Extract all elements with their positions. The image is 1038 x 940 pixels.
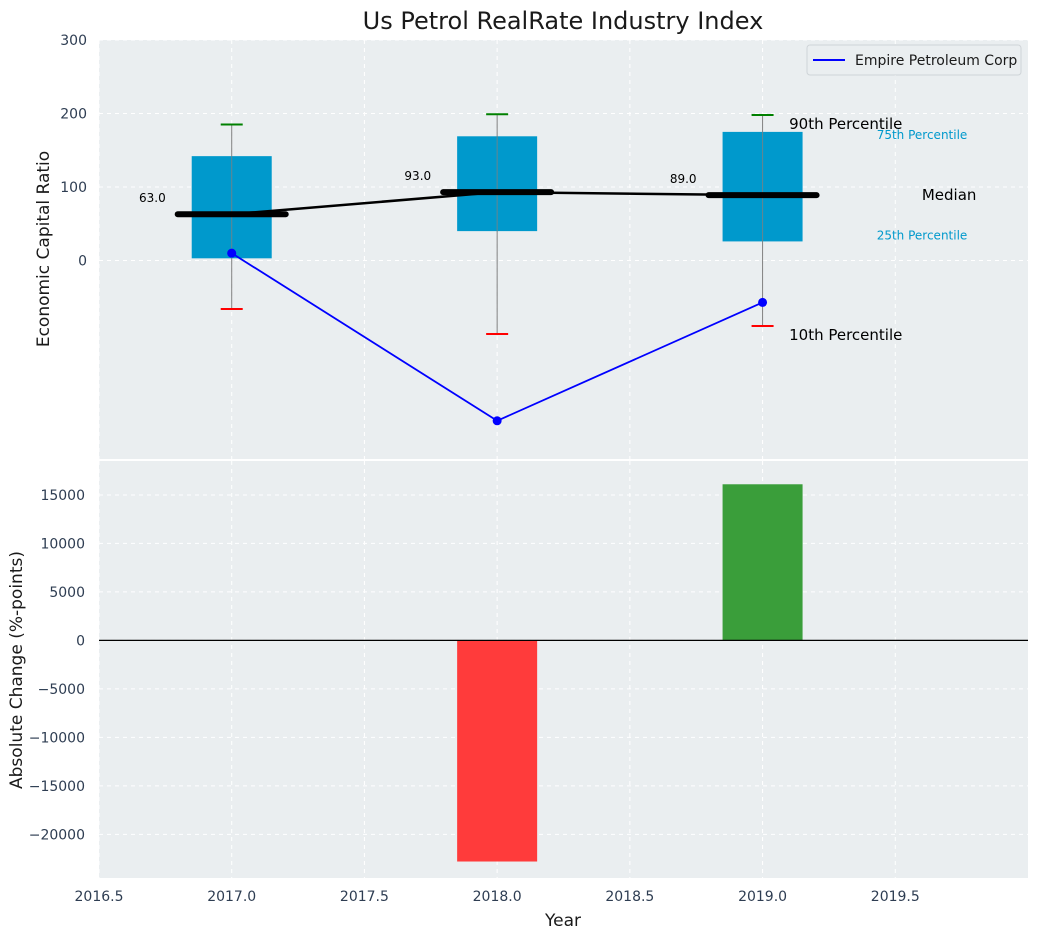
company-point xyxy=(227,248,237,258)
legend-box xyxy=(806,44,1022,76)
x-tick-labels: 2016.5 2017.0 2017.5 2018.0 2018.5 2019.0 2019… xyxy=(75,889,920,905)
median-value-label: 89.0 xyxy=(670,172,697,186)
bottom-y-tick-label: −15000 xyxy=(29,779,85,795)
bar-positive xyxy=(722,484,803,641)
median-trend-line xyxy=(231,190,763,216)
bottom-y-tick-label: 5000 xyxy=(49,585,85,601)
bottom-y-tick-label: −5000 xyxy=(38,682,85,698)
legend: Empire Petroleum Corp xyxy=(806,44,1022,76)
change-bars xyxy=(457,484,803,862)
bottom-plot-background xyxy=(99,461,1028,878)
bar-negative xyxy=(457,640,538,862)
median-value-label: 93.0 xyxy=(404,169,431,183)
bottom-y-tick-label: −10000 xyxy=(29,730,85,746)
top-y-tick-label: 0 xyxy=(78,254,87,270)
top-y-tick-label: 300 xyxy=(60,33,87,49)
median-value-label: 63.0 xyxy=(139,191,166,205)
label-25th-percentile: 25th Percentile xyxy=(877,228,968,242)
company-series-group xyxy=(227,248,768,426)
bottom-y-tick-labels: −20000 −15000 −10000 −5000 0 5000 10000 15000 xyxy=(29,488,85,843)
x-tick-label: 2019.5 xyxy=(871,889,920,905)
company-point xyxy=(492,416,502,426)
bottom-y-tick-label: 0 xyxy=(76,633,85,649)
top-panel: 0 100 200 300 63.0 93.0 89.0 90th Percentile7… xyxy=(34,7,1028,459)
x-axis-title: Year xyxy=(544,911,581,931)
box-plot-group xyxy=(174,113,820,336)
x-tick-label: 2016.5 xyxy=(75,889,124,905)
label-median: Median xyxy=(922,186,977,204)
bottom-y-tick-label: 10000 xyxy=(40,536,85,552)
median-value-labels: 63.0 93.0 89.0 xyxy=(139,169,697,205)
label-90th-percentile: 90th Percentile xyxy=(789,115,902,133)
x-tick-label: 2019.0 xyxy=(738,889,787,905)
label-10th-percentile: 10th Percentile xyxy=(789,326,902,344)
bottom-y-tick-label: −20000 xyxy=(29,827,85,843)
label-75th-percentile: 75th Percentile xyxy=(877,128,968,142)
top-y-tick-labels: 0 100 200 300 xyxy=(60,33,87,270)
bottom-panel: −20000 −15000 −10000 −5000 0 5000 10000 15000 2… xyxy=(7,461,1028,931)
x-tick-label: 2018.5 xyxy=(605,889,654,905)
top-y-tick-label: 100 xyxy=(60,180,87,196)
x-tick-label: 2017.0 xyxy=(207,889,256,905)
company-point xyxy=(758,297,768,307)
median-trend-group xyxy=(231,190,763,216)
legend-entry-empire-petroleum: Empire Petroleum Corp xyxy=(855,53,1017,69)
x-tick-label: 2017.5 xyxy=(340,889,389,905)
chart-title: Us Petrol RealRate Industry Index xyxy=(363,7,764,35)
bottom-y-tick-label: 15000 xyxy=(40,488,85,504)
bottom-y-axis-title: Absolute Change (%-points) xyxy=(7,551,27,789)
top-y-tick-label: 200 xyxy=(60,107,87,123)
x-tick-label: 2018.0 xyxy=(473,889,522,905)
top-y-axis-title: Economic Capital Ratio xyxy=(34,151,54,347)
